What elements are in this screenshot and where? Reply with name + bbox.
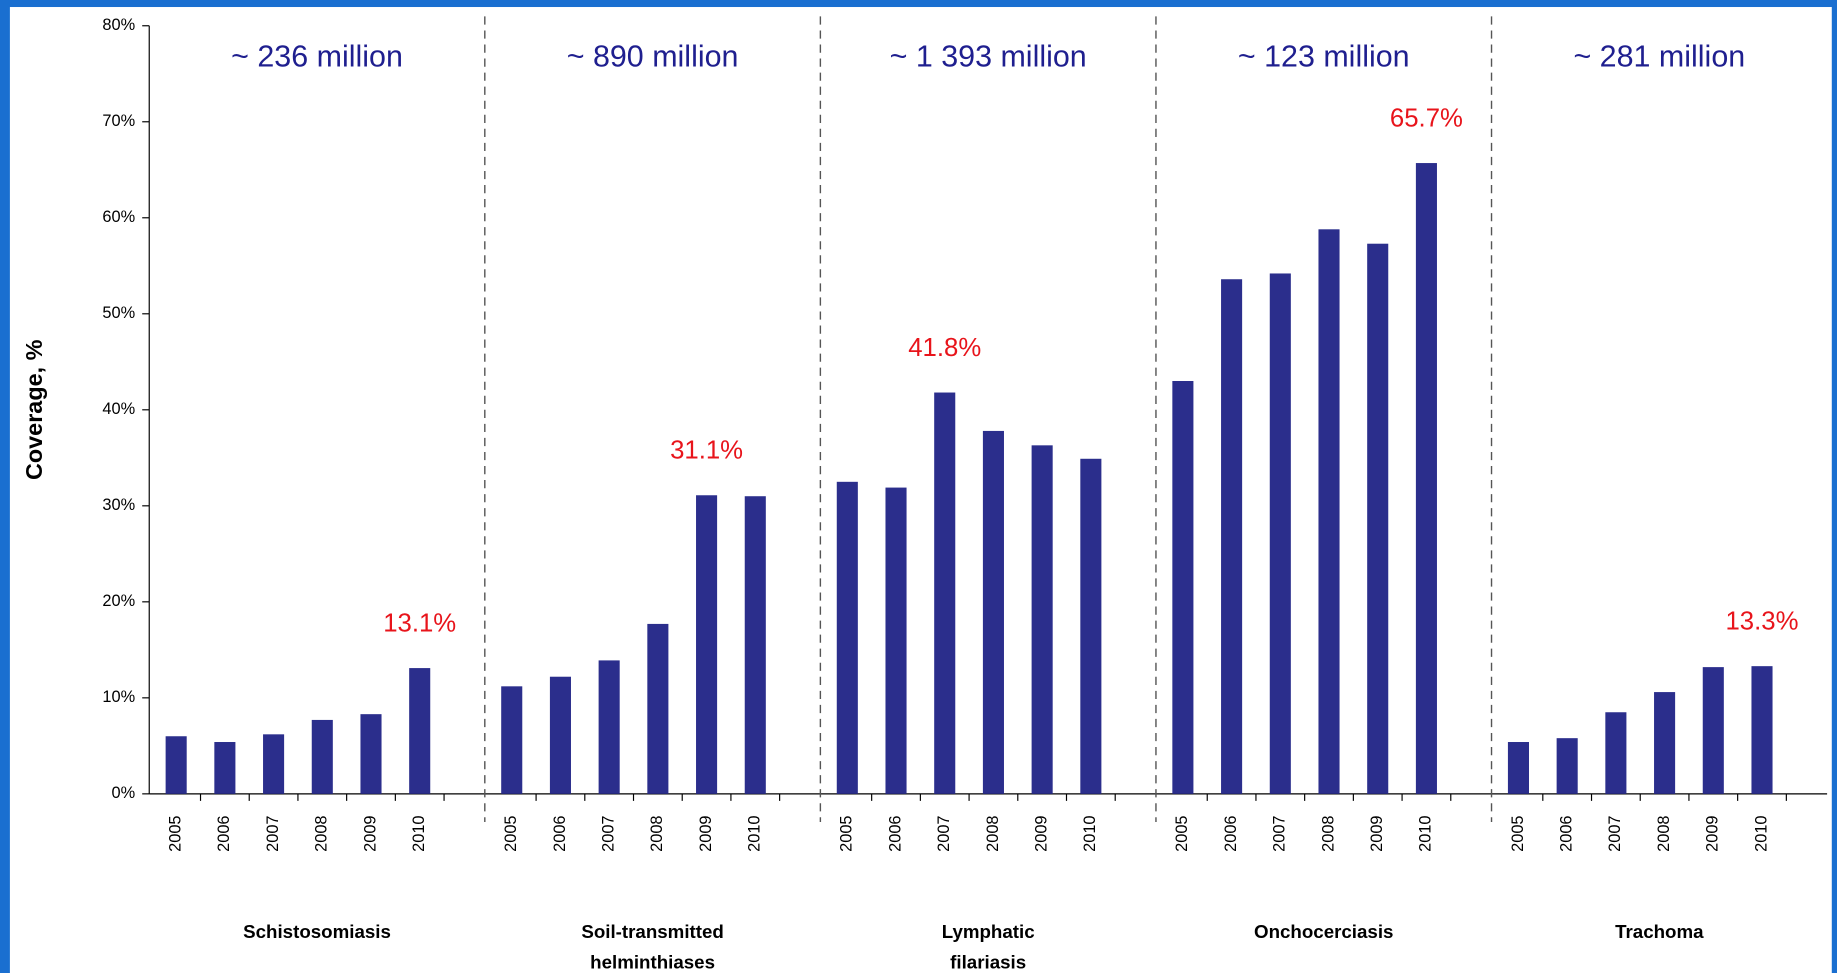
bar — [836, 481, 858, 794]
bar — [647, 623, 669, 794]
x-tick-label: 2007 — [1271, 815, 1289, 851]
group-name: filariasis — [950, 952, 1026, 973]
bar — [744, 496, 766, 794]
group-name: helminthiases — [590, 952, 715, 973]
y-tick-label: 30% — [102, 496, 135, 514]
x-tick-label: 2009 — [1704, 815, 1722, 851]
y-tick-label: 40% — [102, 400, 135, 418]
x-tick-label: 2008 — [984, 815, 1002, 851]
bar — [598, 660, 620, 794]
value-label: 13.1% — [383, 610, 456, 638]
bar — [982, 430, 1004, 794]
bar — [1556, 738, 1578, 794]
bar — [1318, 229, 1340, 794]
x-tick-label: 2010 — [1417, 815, 1435, 851]
bar — [1367, 243, 1389, 794]
y-tick-label: 50% — [102, 304, 135, 322]
bar — [214, 742, 236, 794]
group-name: Onchocerciasis — [1254, 921, 1393, 942]
x-tick-label: 2005 — [1509, 815, 1527, 851]
y-tick-label: 80% — [102, 16, 135, 34]
value-label: 31.1% — [670, 437, 743, 465]
x-tick-label: 2005 — [502, 815, 520, 851]
bar — [1269, 273, 1291, 794]
value-label: 65.7% — [1390, 105, 1463, 133]
bar — [1507, 742, 1529, 794]
x-tick-label: 2010 — [746, 815, 764, 851]
bar — [1415, 163, 1437, 794]
chart-background — [9, 7, 1832, 973]
bar — [1080, 458, 1102, 794]
y-axis-label: Coverage, % — [21, 339, 47, 480]
bar — [409, 668, 431, 794]
y-tick-label: 60% — [102, 208, 135, 226]
bar — [1702, 667, 1724, 794]
x-tick-label: 2007 — [264, 815, 282, 851]
y-tick-label: 0% — [112, 784, 136, 802]
x-tick-label: 2006 — [551, 815, 569, 851]
x-tick-label: 2008 — [1655, 815, 1673, 851]
group-name: Soil-transmitted — [581, 921, 723, 942]
group-name: Schistosomiasis — [243, 921, 391, 942]
y-tick-label: 10% — [102, 688, 135, 706]
x-tick-label: 2009 — [1032, 815, 1050, 851]
group-name: Lymphatic — [942, 921, 1035, 942]
x-tick-label: 2007 — [935, 815, 953, 851]
x-tick-label: 2009 — [361, 815, 379, 851]
bar — [885, 487, 907, 794]
value-label: 13.3% — [1725, 608, 1798, 636]
x-tick-label: 2009 — [1368, 815, 1386, 851]
population-label: ~ 890 million — [567, 40, 739, 74]
population-label: ~ 236 million — [231, 40, 403, 74]
x-tick-label: 2008 — [1319, 815, 1337, 851]
x-tick-label: 2006 — [215, 815, 233, 851]
bar — [1654, 692, 1676, 794]
x-tick-label: 2007 — [1606, 815, 1624, 851]
bar — [696, 495, 718, 794]
x-tick-label: 2005 — [1173, 815, 1191, 851]
bar — [549, 676, 571, 794]
bar — [501, 686, 523, 794]
x-tick-label: 2010 — [1081, 815, 1099, 851]
bar — [360, 714, 382, 794]
value-label: 41.8% — [908, 334, 981, 362]
bar — [1172, 381, 1194, 794]
group-name: Trachoma — [1615, 921, 1704, 942]
x-tick-label: 2008 — [313, 815, 331, 851]
y-tick-label: 20% — [102, 592, 135, 610]
bar — [263, 734, 285, 794]
bar — [165, 736, 187, 794]
x-tick-label: 2008 — [648, 815, 666, 851]
x-tick-label: 2010 — [410, 815, 428, 851]
x-tick-label: 2010 — [1752, 815, 1770, 851]
x-tick-label: 2009 — [697, 815, 715, 851]
population-label: ~ 123 million — [1238, 40, 1410, 74]
bar — [1221, 279, 1243, 794]
x-tick-label: 2007 — [599, 815, 617, 851]
bar — [1031, 445, 1053, 794]
y-tick-label: 70% — [102, 112, 135, 130]
x-tick-label: 2006 — [1557, 815, 1575, 851]
population-label: ~ 281 million — [1573, 40, 1745, 74]
x-tick-label: 2006 — [1222, 815, 1240, 851]
bar — [1751, 666, 1773, 794]
x-tick-label: 2006 — [886, 815, 904, 851]
bar — [934, 392, 956, 794]
bar — [1605, 712, 1627, 794]
x-tick-label: 2005 — [166, 815, 184, 851]
x-tick-label: 2005 — [838, 815, 856, 851]
bar — [311, 719, 333, 794]
population-label: ~ 1 393 million — [890, 40, 1087, 74]
